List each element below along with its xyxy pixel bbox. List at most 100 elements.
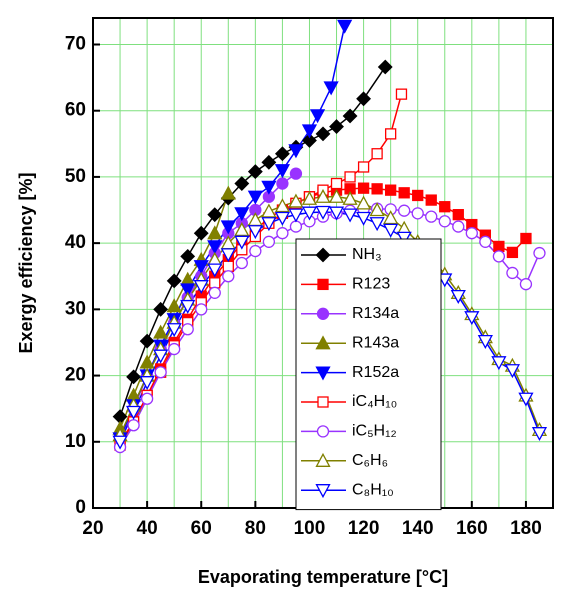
legend-marker	[315, 366, 331, 381]
data-point	[261, 203, 277, 218]
x-tick-label: 60	[191, 518, 212, 539]
data-point	[342, 208, 358, 223]
y-tick-label: 50	[65, 166, 86, 187]
data-point	[491, 356, 507, 371]
data-point	[355, 195, 372, 210]
data-point	[207, 263, 223, 278]
y-tick-label: 20	[65, 365, 86, 386]
data-point	[139, 333, 155, 349]
data-point	[180, 299, 196, 314]
data-point	[180, 248, 196, 264]
y-tick-label: 60	[65, 100, 86, 121]
data-point	[222, 270, 235, 283]
data-point	[520, 232, 532, 245]
data-point	[220, 248, 236, 263]
data-point	[274, 211, 291, 226]
legend-marker	[317, 396, 329, 408]
data-point	[315, 126, 331, 142]
data-point	[207, 225, 223, 240]
legend-label: C₆H₆	[352, 452, 388, 469]
data-point	[493, 240, 505, 253]
data-point	[315, 205, 331, 220]
legend-marker	[316, 425, 330, 438]
data-point	[288, 144, 304, 159]
data-point	[247, 190, 263, 205]
data-point	[439, 201, 451, 213]
data-point	[504, 364, 521, 379]
data-point	[411, 207, 424, 220]
data-point	[301, 124, 318, 139]
data-point	[220, 185, 236, 200]
data-point	[209, 277, 221, 289]
data-point	[330, 177, 343, 190]
legend-label: R143a	[352, 334, 399, 351]
data-point	[139, 376, 155, 391]
data-point	[477, 334, 493, 349]
data-point	[180, 283, 196, 298]
data-point	[193, 225, 209, 241]
data-point	[519, 278, 533, 291]
data-point	[425, 194, 437, 206]
legend-label: R152a	[352, 364, 399, 381]
data-point	[247, 164, 263, 180]
data-point	[220, 220, 236, 235]
y-tick-label: 30	[65, 298, 86, 319]
data-point	[262, 235, 276, 248]
legend-marker	[315, 452, 331, 467]
data-point	[384, 128, 397, 140]
data-point	[249, 244, 262, 258]
data-point	[377, 59, 393, 75]
data-point	[166, 273, 182, 289]
data-point	[437, 273, 453, 288]
data-point	[518, 392, 534, 407]
legend-label: C₈H₁₀	[352, 481, 394, 498]
legend-marker	[315, 247, 331, 263]
data-point	[412, 189, 424, 202]
data-point	[398, 187, 410, 199]
data-point	[438, 215, 451, 228]
y-tick-label: 10	[65, 431, 86, 452]
data-point	[235, 256, 248, 270]
data-point	[208, 286, 221, 299]
data-point	[166, 298, 182, 313]
data-point	[506, 246, 519, 259]
data-point	[261, 217, 277, 232]
data-point	[126, 369, 142, 385]
data-point	[369, 202, 385, 217]
data-point	[274, 146, 290, 162]
data-point	[315, 188, 331, 203]
data-point	[153, 349, 169, 364]
data-point	[464, 311, 480, 326]
data-point	[328, 188, 345, 203]
data-point	[356, 91, 372, 107]
data-point	[533, 246, 546, 260]
data-point	[181, 323, 194, 336]
data-point	[125, 405, 142, 420]
data-point	[309, 109, 326, 124]
data-point	[207, 207, 223, 223]
data-point	[276, 177, 289, 190]
data-point	[452, 209, 464, 221]
x-tick-label: 100	[294, 518, 326, 539]
data-point	[323, 81, 339, 96]
data-point	[337, 19, 353, 34]
data-point	[288, 208, 304, 223]
legend-label: NH₃	[352, 246, 382, 263]
data-point	[344, 171, 356, 183]
data-point	[139, 354, 155, 369]
x-tick-label: 80	[245, 518, 266, 539]
data-point	[276, 227, 289, 240]
x-tick-label: 180	[510, 518, 542, 539]
data-point	[247, 225, 263, 240]
data-point	[357, 182, 370, 194]
legend-label: iC₄H₁₀	[352, 393, 397, 410]
data-point	[261, 180, 277, 195]
data-point	[127, 419, 140, 432]
data-point	[531, 427, 548, 442]
data-point	[288, 193, 304, 208]
y-tick-label: 40	[65, 232, 86, 253]
legend-marker	[315, 335, 331, 350]
data-point	[234, 207, 250, 222]
data-point	[398, 204, 411, 217]
data-point	[383, 223, 399, 238]
